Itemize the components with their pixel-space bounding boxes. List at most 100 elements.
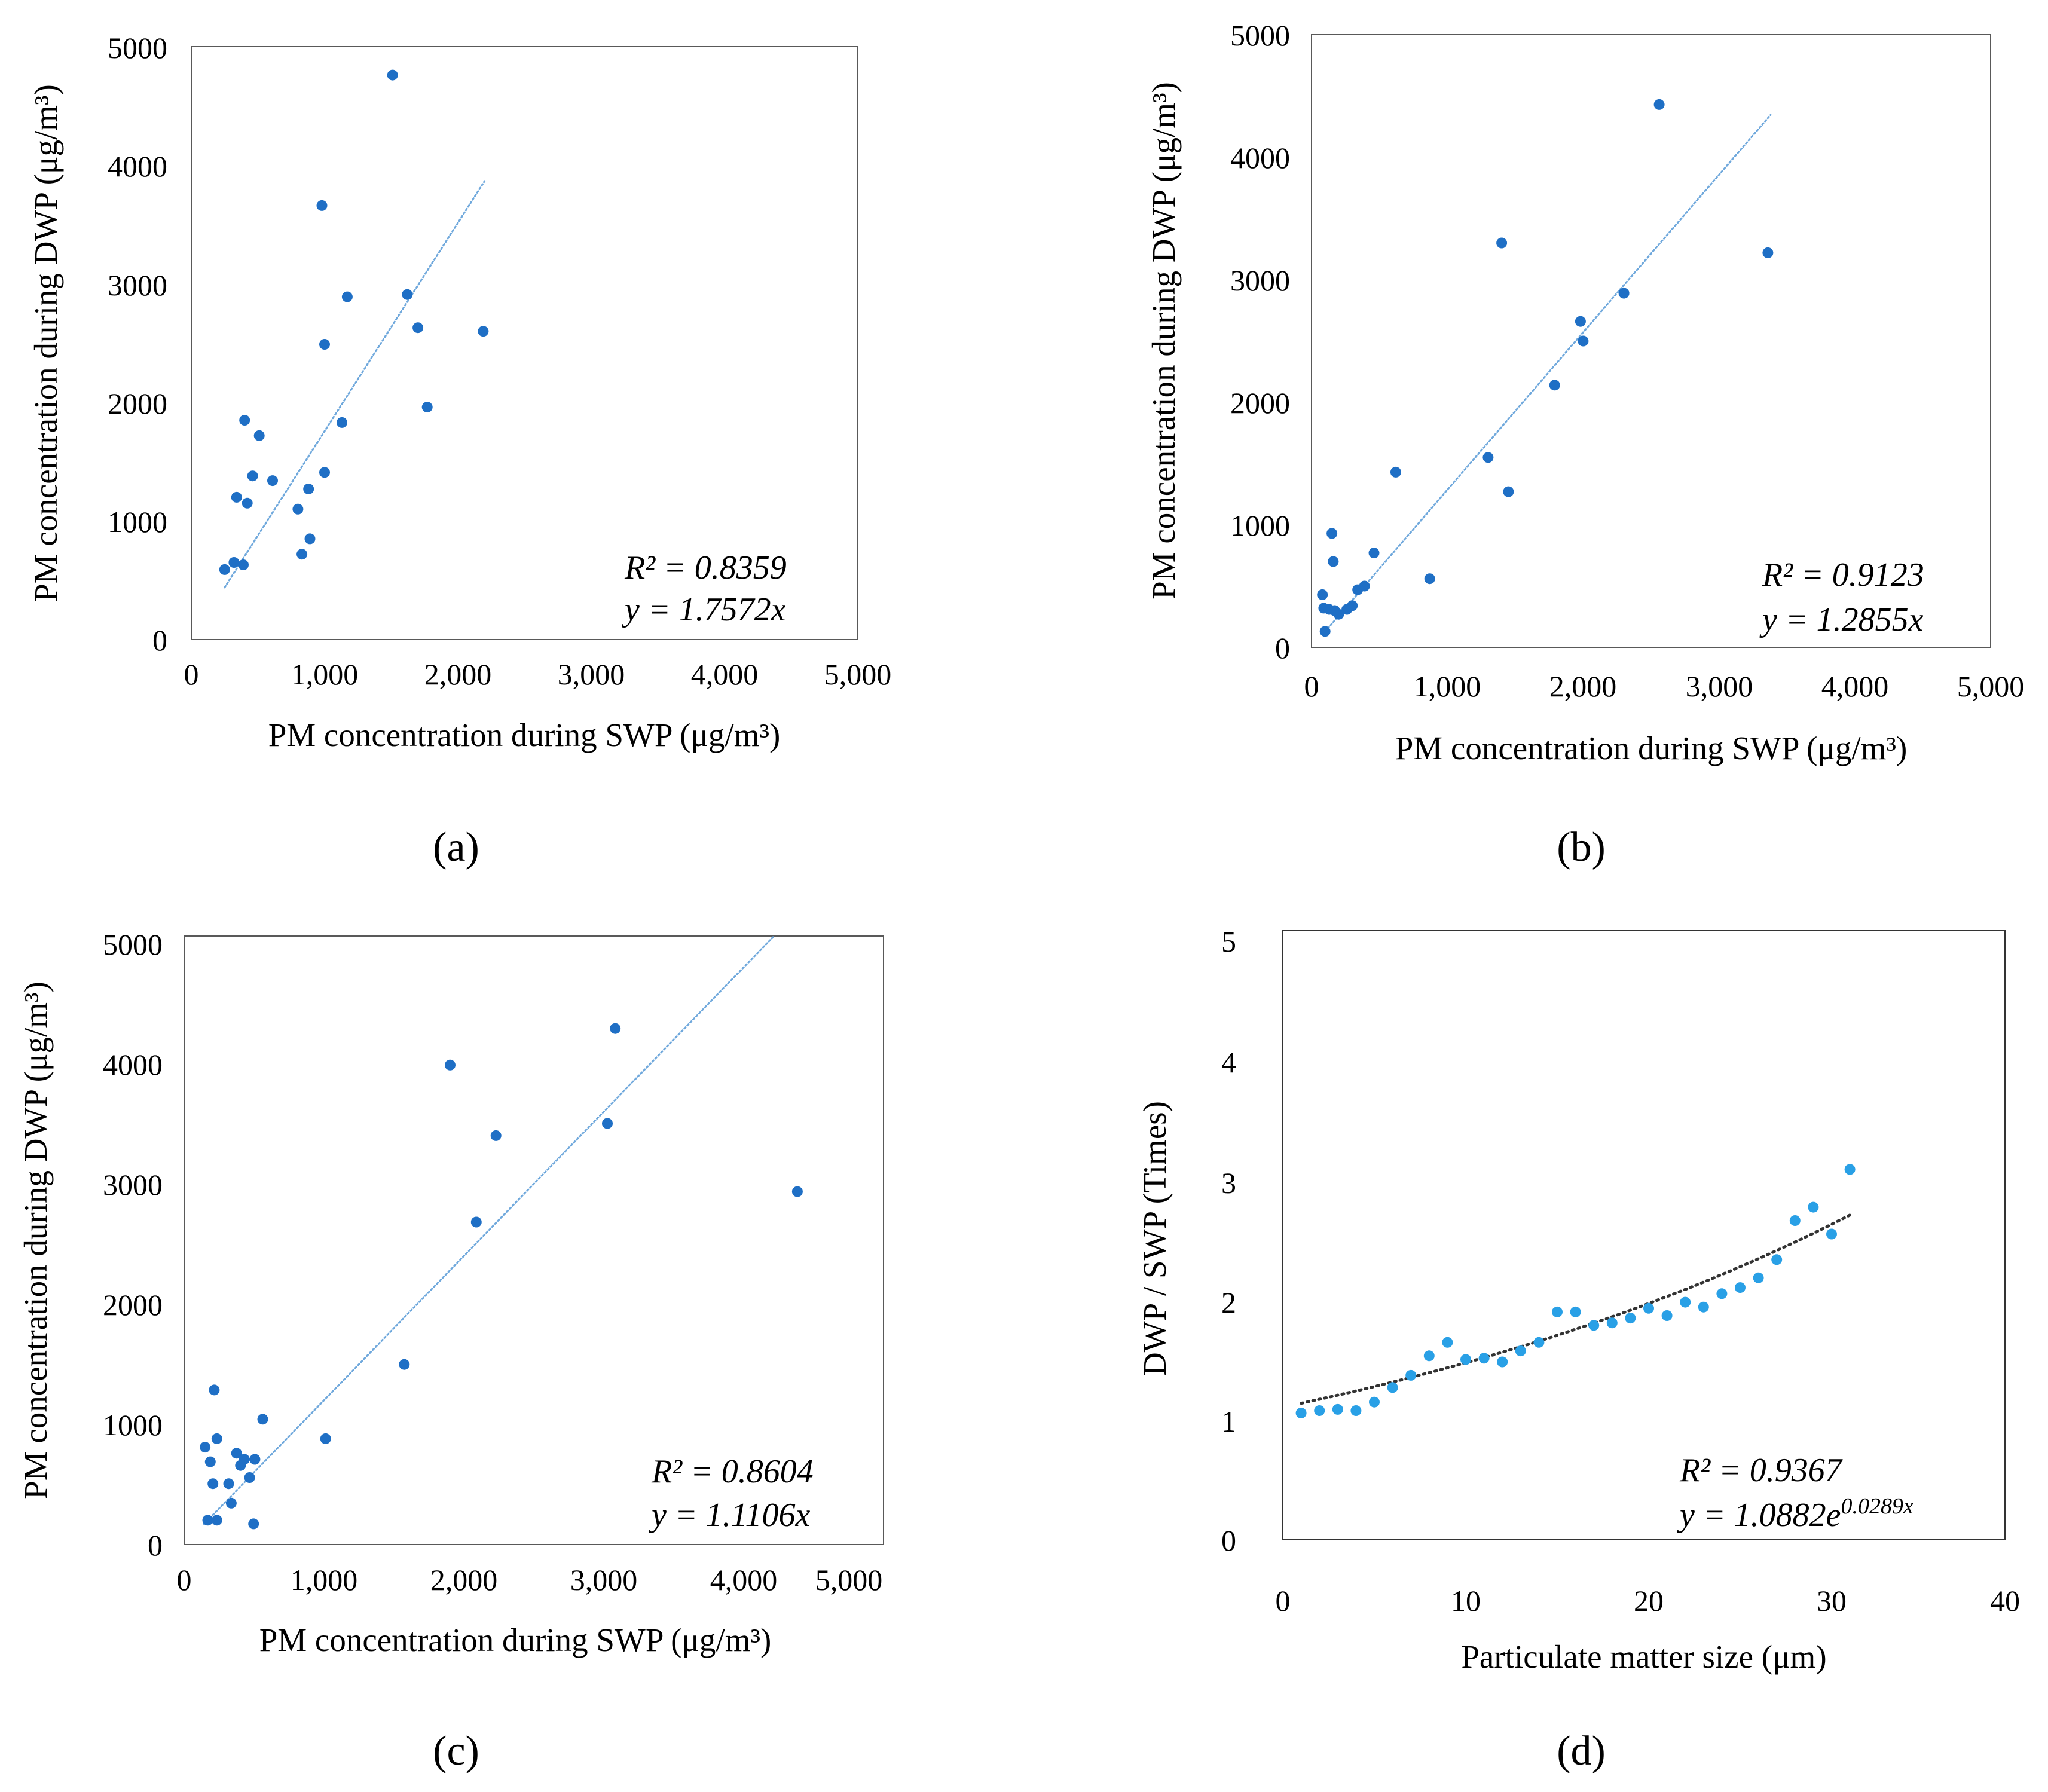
data-point-a	[303, 484, 314, 494]
y-tick-label: 5000	[1230, 19, 1290, 52]
panel-label-d: (d)	[1557, 1728, 1606, 1774]
data-point-b	[1319, 626, 1331, 637]
chart-panel-d: 0 1 2 3 4 5 0 10 20 30 40 Particulate ma…	[1136, 925, 2020, 1774]
data-point-d	[1643, 1302, 1654, 1314]
y-tick-label: 4000	[103, 1048, 163, 1081]
data-point-c	[791, 1186, 803, 1197]
x-tick-labels-d: 0 10 20 30 40	[1276, 1584, 2021, 1617]
data-point-b	[1368, 548, 1380, 559]
y-tick-labels-d: 0 1 2 3 4 5	[1221, 925, 1236, 1557]
r-squared-label-a: R² = 0.8359	[624, 549, 787, 586]
x-tick-label: 20	[1634, 1584, 1664, 1617]
x-tick-label: 0	[177, 1563, 192, 1597]
data-point-d	[1844, 1164, 1856, 1175]
data-point-c	[399, 1359, 410, 1370]
fit-equation-label-a: y = 1.7572x	[622, 591, 786, 628]
x-tick-labels-b: 0 1,000 2,000 3,000 4,000 5,000	[1304, 669, 2025, 703]
data-point-c	[244, 1472, 255, 1483]
data-point-d	[1332, 1403, 1343, 1415]
y-tick-labels-b: 0 1000 2000 3000 4000 5000	[1230, 19, 1290, 665]
fit-equation-label-b: y = 1.2855x	[1759, 601, 1924, 638]
points-layer-c	[200, 1023, 803, 1530]
y-tick-label: 5000	[103, 928, 163, 961]
chart-panel-c: 0 1000 2000 3000 4000 5000 0 1,000 2,000…	[17, 928, 884, 1774]
data-point-d	[1515, 1345, 1526, 1357]
y-axis-title-b: PM concentration during DWP (μg/m³)	[1145, 82, 1182, 600]
trendline-layer-c	[203, 935, 775, 1525]
x-tick-label: 3,000	[558, 658, 625, 691]
data-point-a	[292, 503, 304, 515]
x-tick-label: 40	[1990, 1584, 2020, 1617]
y-tick-label: 3000	[1230, 264, 1290, 297]
data-point-a	[421, 402, 433, 413]
data-point-d	[1497, 1356, 1508, 1368]
panel-label-b: (b)	[1557, 824, 1606, 870]
x-tick-label: 30	[1817, 1584, 1847, 1617]
x-axis-title-c: PM concentration during SWP (μg/m³)	[259, 1622, 772, 1658]
r-squared-label-b: R² = 0.9123	[1762, 556, 1924, 594]
data-point-d	[1350, 1405, 1362, 1416]
data-point-b	[1333, 608, 1344, 620]
data-point-d	[1478, 1353, 1490, 1364]
fit-equation-base-d: y = 1.0882e	[1677, 1497, 1841, 1534]
data-point-c	[207, 1478, 219, 1490]
data-point-a	[228, 557, 240, 568]
x-tick-label: 4,000	[691, 658, 759, 691]
trendline-layer-a	[224, 180, 486, 589]
x-tick-label: 4,000	[1821, 669, 1889, 703]
data-point-d	[1716, 1288, 1728, 1299]
y-axis-title-d: DWP / SWP (Times)	[1136, 1101, 1173, 1376]
points-layer-a	[219, 69, 489, 575]
chart-panel-a: 0 1000 2000 3000 4000 5000 0 1,000 2,000…	[27, 31, 891, 870]
plot-frame-d	[1282, 930, 2006, 1540]
fit-equation-exponent-d: 0.0289x	[1841, 1494, 1914, 1519]
data-point-d	[1423, 1350, 1435, 1362]
fit-equation-label-c: y = 1.1106x	[649, 1497, 810, 1534]
data-point-c	[200, 1442, 211, 1453]
data-point-d	[1808, 1201, 1819, 1213]
y-tick-label: 5	[1221, 925, 1236, 958]
x-axis-title-d: Particulate matter size (μm)	[1461, 1638, 1826, 1675]
data-point-d	[1606, 1317, 1618, 1329]
data-point-d	[1661, 1310, 1673, 1321]
trendline-d	[1300, 1213, 1852, 1405]
plot-frame-a	[191, 46, 858, 640]
data-point-b	[1326, 528, 1338, 539]
data-point-d	[1698, 1301, 1709, 1313]
data-point-c	[490, 1130, 502, 1141]
panel-label-c: (c)	[433, 1728, 479, 1774]
x-tick-label: 0	[184, 658, 199, 691]
data-point-b	[1762, 247, 1774, 258]
plot-frame-b	[1311, 34, 1991, 648]
data-point-b	[1575, 316, 1586, 327]
x-axis-title-b: PM concentration during SWP (μg/m³)	[1395, 730, 1908, 766]
x-tick-label: 3,000	[1686, 669, 1753, 703]
data-point-d	[1680, 1296, 1691, 1308]
data-point-a	[253, 430, 265, 441]
data-point-a	[219, 564, 230, 575]
x-tick-labels-a: 0 1,000 2,000 3,000 4,000 5,000	[184, 658, 892, 691]
data-point-d	[1405, 1369, 1417, 1381]
chart-panel-b: 0 1000 2000 3000 4000 5000 0 1,000 2,000…	[1145, 19, 2024, 870]
data-point-c	[231, 1448, 242, 1459]
data-point-c	[610, 1023, 621, 1034]
y-axis-title-c: PM concentration during DWP (μg/m³)	[17, 981, 54, 1499]
data-point-c	[223, 1478, 234, 1490]
y-tick-label: 2000	[108, 387, 167, 420]
data-point-a	[231, 491, 242, 503]
x-tick-label: 0	[1276, 1584, 1291, 1617]
x-tick-label: 2,000	[430, 1563, 498, 1597]
data-point-d	[1588, 1320, 1600, 1331]
y-tick-label: 0	[1221, 1524, 1236, 1557]
data-point-b	[1549, 380, 1560, 391]
trendline-b	[1324, 114, 1772, 633]
data-point-c	[225, 1497, 237, 1509]
y-tick-label: 3000	[108, 268, 167, 302]
data-point-d	[1442, 1337, 1453, 1348]
data-point-c	[211, 1515, 222, 1526]
data-point-d	[1387, 1382, 1398, 1393]
y-tick-label: 2	[1221, 1286, 1236, 1319]
y-tick-label: 3	[1221, 1166, 1236, 1200]
data-point-b	[1482, 452, 1494, 463]
x-tick-label: 5,000	[1957, 669, 2025, 703]
